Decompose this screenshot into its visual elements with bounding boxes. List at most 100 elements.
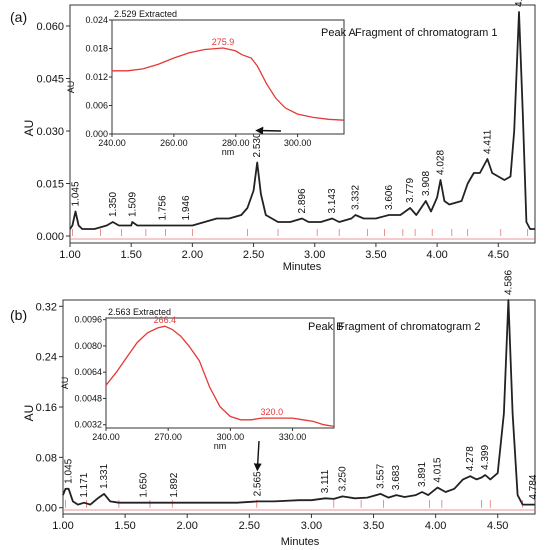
peak-label: 2.565 [252, 471, 263, 496]
inset-title: 2.529 Extracted [114, 9, 177, 19]
inset-x-tick-label: 300.00 [217, 432, 245, 442]
peak-label: 3.250 [337, 466, 348, 491]
inset-y-tick-label: 0.0048 [74, 393, 102, 403]
y-tick-label: 0.08 [36, 452, 57, 464]
inset-y-tick-label: 0.0096 [74, 315, 102, 325]
chromatogram-annotation: Fragment of chromatogram 1 [355, 27, 497, 39]
peak-label: 3.606 [384, 185, 395, 210]
y-axis-label: AU [22, 405, 36, 422]
inset-y-tick-label: 0.012 [85, 72, 108, 82]
x-tick-label: 2.00 [182, 249, 203, 261]
inset-x-tick-label: 270.00 [154, 432, 182, 442]
inset-y-tick-label: 0.0032 [74, 420, 102, 430]
plot-frame [69, 4, 536, 244]
peak-label: 1.350 [108, 192, 119, 217]
peak-pointer-arrow [253, 440, 262, 472]
peak-label: 4.669 [514, 0, 525, 7]
inset-x-axis-label: nm [222, 147, 235, 157]
x-tick-label: 1.50 [120, 249, 141, 261]
panel-a: 1.00 1.50 2.00 2.50 3.00 3.50 4.00 4.50 0.000 0.0… [10, 0, 536, 273]
inset-frame [105, 317, 335, 429]
inset-y-tick-label: 0.018 [85, 44, 108, 54]
inset-y-tick-label: 0.006 [85, 101, 108, 111]
inset-y-tick-label: 0.0080 [74, 341, 102, 351]
peak-label: 4.399 [480, 445, 491, 470]
y-tick-label: 0.000 [36, 231, 64, 243]
y-tick-label: 0.32 [36, 301, 57, 313]
x-tick-label: 1.00 [52, 520, 73, 532]
peak-label: 3.891 [417, 462, 428, 487]
inset-y-axis-label: AU [66, 81, 76, 94]
inset-x-tick-label: 260.00 [160, 138, 188, 148]
inset-y-tick-label: 0.000 [85, 129, 108, 139]
peak-label: 3.111 [320, 469, 331, 493]
inset-max-label: 320.0 [261, 407, 284, 417]
x-axis-label: Minutes [283, 261, 322, 273]
inset-peak-name: Peak A [321, 27, 357, 39]
y-tick-label: 0.16 [36, 402, 57, 414]
inset-peak-name: Peak B [308, 321, 343, 333]
inset-spectrum-trace [112, 47, 345, 121]
peak-label: 3.557 [376, 463, 387, 488]
x-tick-label: 2.50 [239, 520, 260, 532]
x-tick-label: 4.00 [425, 520, 446, 532]
peak-label: 1.946 [181, 195, 192, 220]
chromatogram-annotation: Fragment of chromatogram 2 [338, 321, 480, 333]
y-tick-label: 0.015 [36, 179, 64, 191]
y-tick-label: 0.060 [36, 21, 64, 33]
x-tick-label: 3.50 [365, 249, 386, 261]
peak-label: 3.779 [405, 178, 416, 203]
peak-pointer-arrow [255, 126, 282, 135]
panel-label: (b) [10, 307, 27, 323]
inset-x-tick-label: 280.00 [222, 138, 250, 148]
x-axis-label: Minutes [281, 536, 320, 548]
inset-max-label: 266.4 [154, 315, 177, 325]
peak-label: 4.586 [503, 270, 514, 295]
peak-label: 3.143 [327, 188, 338, 213]
peak-label: 4.784 [528, 474, 539, 499]
peak-label: 2.896 [297, 188, 308, 213]
peak-label: 2.530 [252, 132, 263, 157]
x-tick-label: 3.00 [301, 520, 322, 532]
peak-label: 4.015 [432, 457, 443, 482]
y-tick-label: 0.030 [36, 126, 64, 138]
inset-x-tick-label: 240.00 [98, 138, 126, 148]
peak-label: 1.045 [71, 181, 82, 206]
peak-label: 3.332 [350, 185, 361, 210]
inset-max-label: 275.9 [212, 37, 235, 47]
x-tick-label: 3.50 [363, 520, 384, 532]
inset-spectrum-trace [105, 325, 335, 428]
peak-label: 4.278 [465, 446, 476, 471]
x-tick-label: 4.00 [426, 249, 447, 261]
peak-label: 3.908 [421, 171, 432, 196]
y-axis-label: AU [22, 120, 36, 137]
peak-label: 4.411 [482, 129, 493, 154]
y-tick-label: 0.00 [36, 503, 57, 515]
peak-label: 1.045 [64, 458, 75, 483]
y-tick-label: 0.24 [36, 352, 57, 364]
peak-label: 1.171 [79, 472, 90, 497]
inset-frame [111, 19, 345, 135]
peak-label: 1.892 [169, 472, 180, 497]
x-tick-label: 2.50 [243, 249, 264, 261]
inset-y-tick-label: 0.0064 [74, 367, 102, 377]
x-tick-label: 1.00 [59, 249, 80, 261]
x-tick-label: 2.00 [176, 520, 197, 532]
inset-x-tick-label: 300.00 [284, 138, 312, 148]
x-tick-label: 1.50 [114, 520, 135, 532]
x-tick-label: 4.50 [488, 249, 509, 261]
inset-y-tick-label: 0.024 [85, 15, 108, 25]
peak-label: 1.331 [99, 463, 110, 488]
x-tick-label: 4.50 [487, 520, 508, 532]
inset-title: 2.563 Extracted [108, 307, 171, 317]
y-tick-label: 0.045 [36, 74, 64, 86]
inset-x-axis-label: nm [214, 441, 227, 451]
peak-label: 1.756 [158, 195, 169, 220]
inset-x-tick-label: 240.00 [92, 432, 120, 442]
chromatogram-trace [62, 299, 535, 506]
peak-label: 1.509 [127, 192, 138, 217]
panel-label: (a) [10, 9, 27, 25]
peak-label: 3.683 [391, 465, 402, 490]
inset-y-axis-label: AU [60, 377, 70, 390]
